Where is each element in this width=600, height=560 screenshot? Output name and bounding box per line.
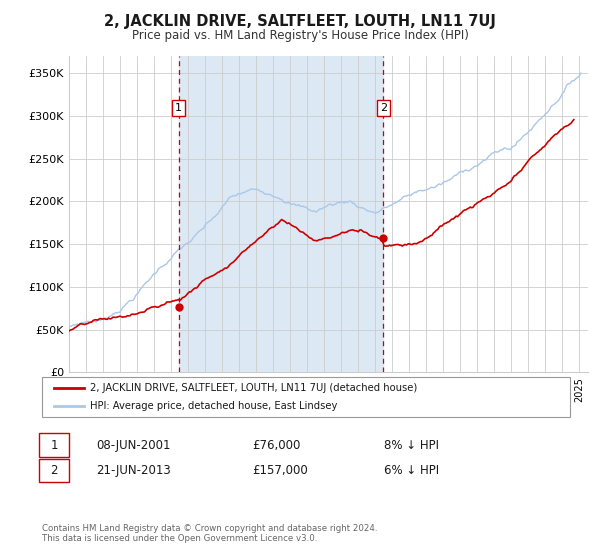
- Bar: [179, 56, 383, 372]
- Text: 8% ↓ HPI: 8% ↓ HPI: [384, 438, 439, 452]
- Text: 08-JUN-2001: 08-JUN-2001: [96, 438, 170, 452]
- Text: 2: 2: [380, 103, 387, 113]
- Text: 1: 1: [50, 438, 58, 452]
- Text: £76,000: £76,000: [252, 438, 301, 452]
- Text: Contains HM Land Registry data © Crown copyright and database right 2024.
This d: Contains HM Land Registry data © Crown c…: [42, 524, 377, 543]
- Text: 2, JACKLIN DRIVE, SALTFLEET, LOUTH, LN11 7UJ: 2, JACKLIN DRIVE, SALTFLEET, LOUTH, LN11…: [104, 14, 496, 29]
- Text: 21-JUN-2013: 21-JUN-2013: [96, 464, 171, 477]
- Text: 1: 1: [175, 103, 182, 113]
- Text: 6% ↓ HPI: 6% ↓ HPI: [384, 464, 439, 477]
- Text: 2: 2: [50, 464, 58, 477]
- Text: £157,000: £157,000: [252, 464, 308, 477]
- Text: 2, JACKLIN DRIVE, SALTFLEET, LOUTH, LN11 7UJ (detached house): 2, JACKLIN DRIVE, SALTFLEET, LOUTH, LN11…: [90, 383, 417, 393]
- Text: Price paid vs. HM Land Registry's House Price Index (HPI): Price paid vs. HM Land Registry's House …: [131, 29, 469, 42]
- Text: HPI: Average price, detached house, East Lindsey: HPI: Average price, detached house, East…: [90, 401, 337, 411]
